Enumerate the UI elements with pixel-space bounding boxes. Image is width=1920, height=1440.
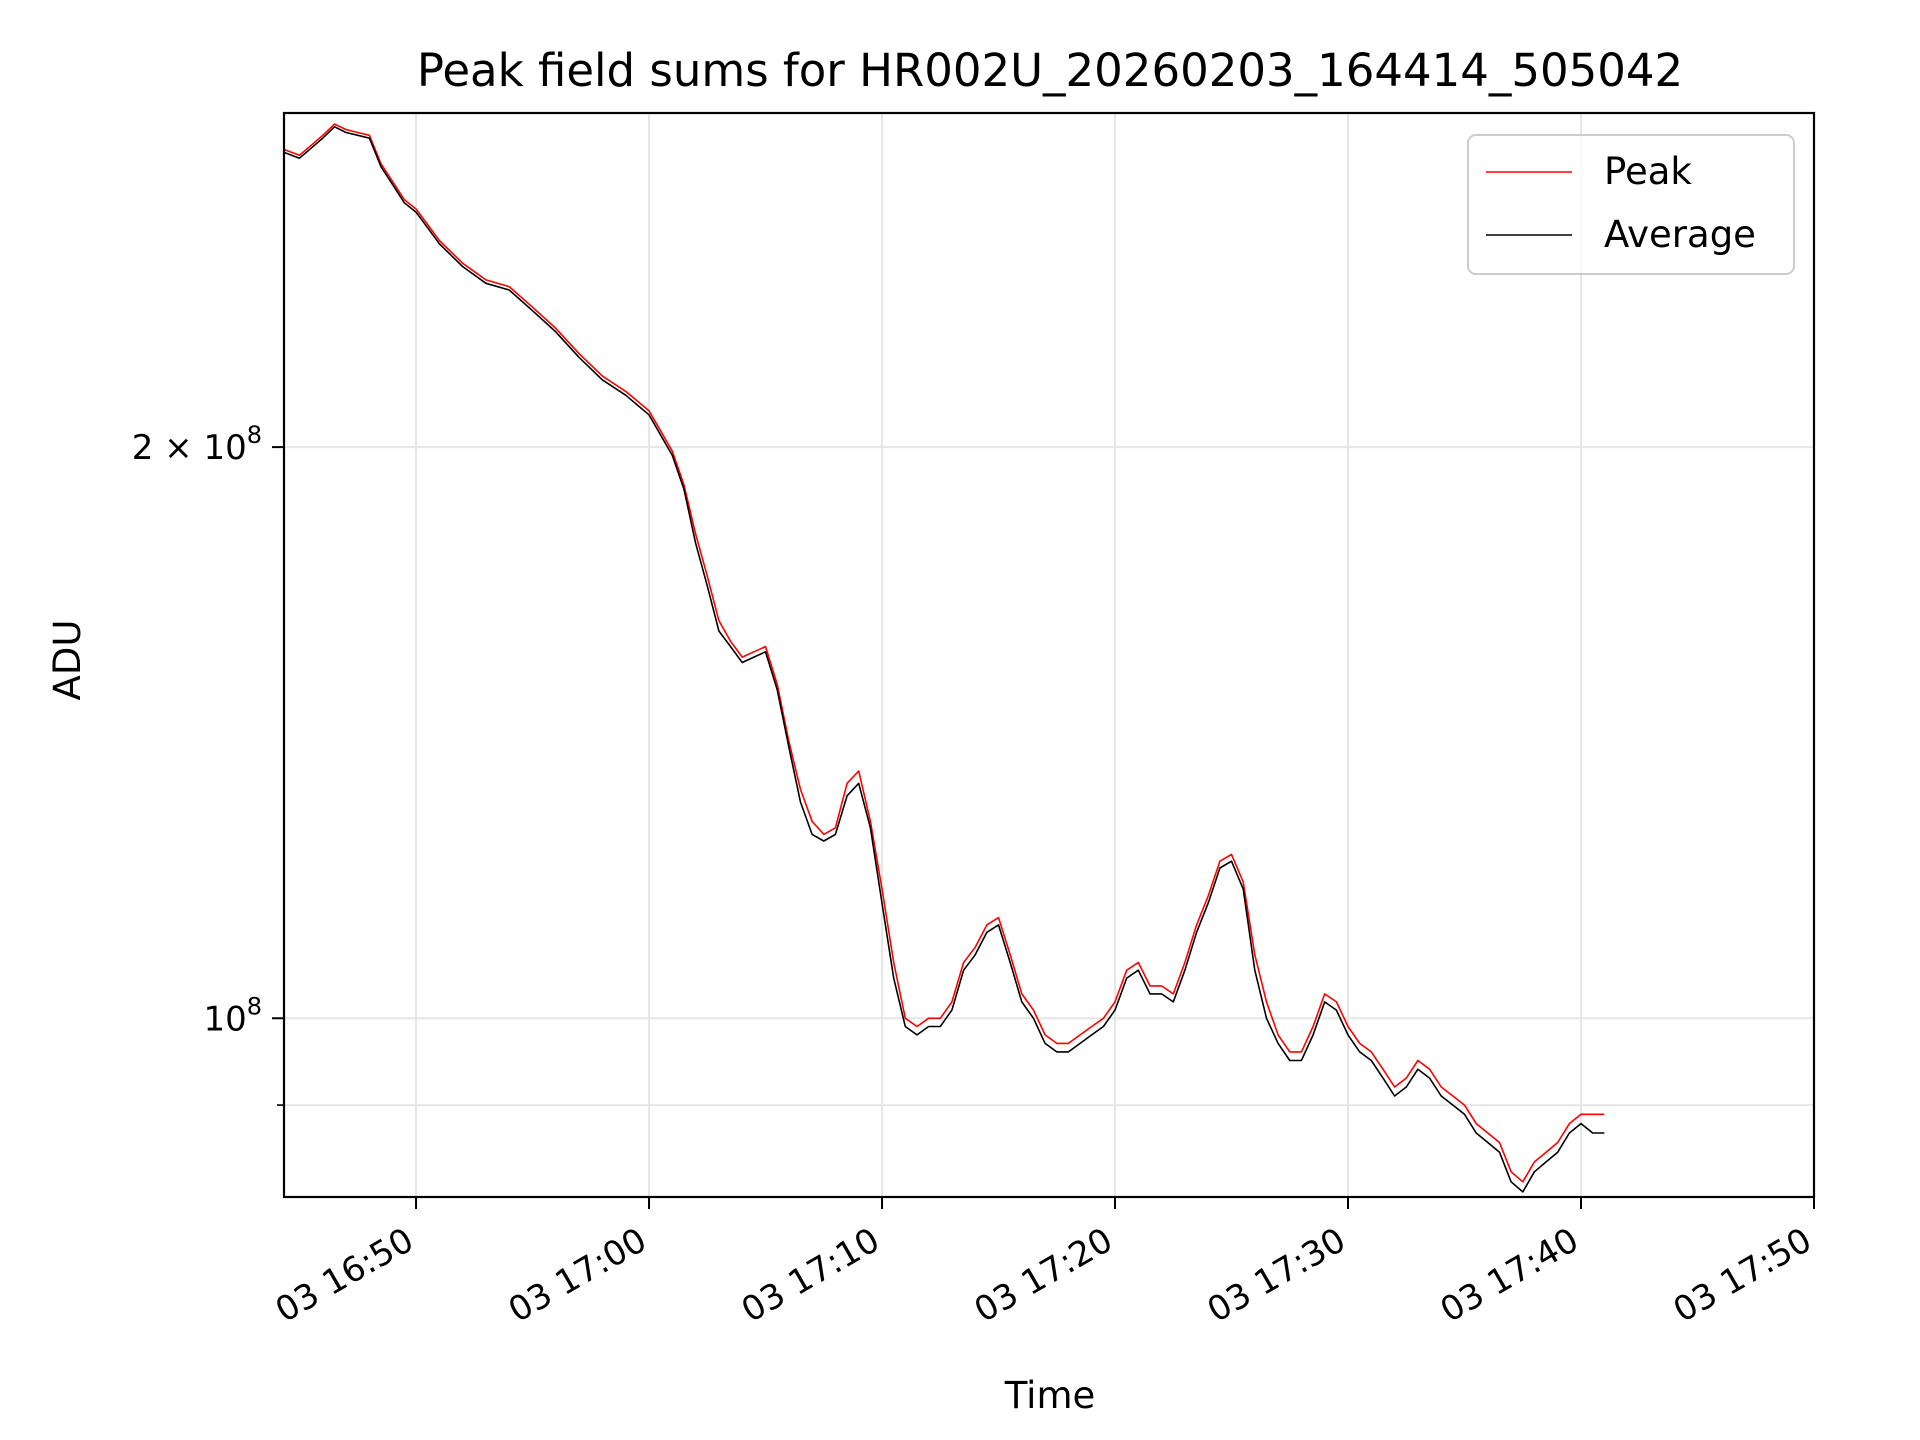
legend-label-peak: Peak	[1604, 150, 1692, 193]
legend-label-average: Average	[1604, 213, 1756, 256]
chart-title: Peak field sums for HR002U_20260203_1644…	[417, 44, 1683, 97]
series-line-average	[283, 126, 1605, 1193]
series-layer	[283, 123, 1605, 1193]
legend-box	[1467, 134, 1795, 275]
legend: Peak Average	[1467, 134, 1795, 275]
y-axis-label: ADU	[46, 620, 89, 701]
y-tick-label: 2 × 108	[132, 421, 262, 468]
series-line-peak	[283, 123, 1605, 1183]
x-axis-label: Time	[1004, 1374, 1096, 1417]
y-axis: 108 2 × 108	[132, 421, 284, 1106]
y-tick-label: 108	[203, 992, 262, 1039]
plot-area-frame	[282, 111, 1816, 1199]
